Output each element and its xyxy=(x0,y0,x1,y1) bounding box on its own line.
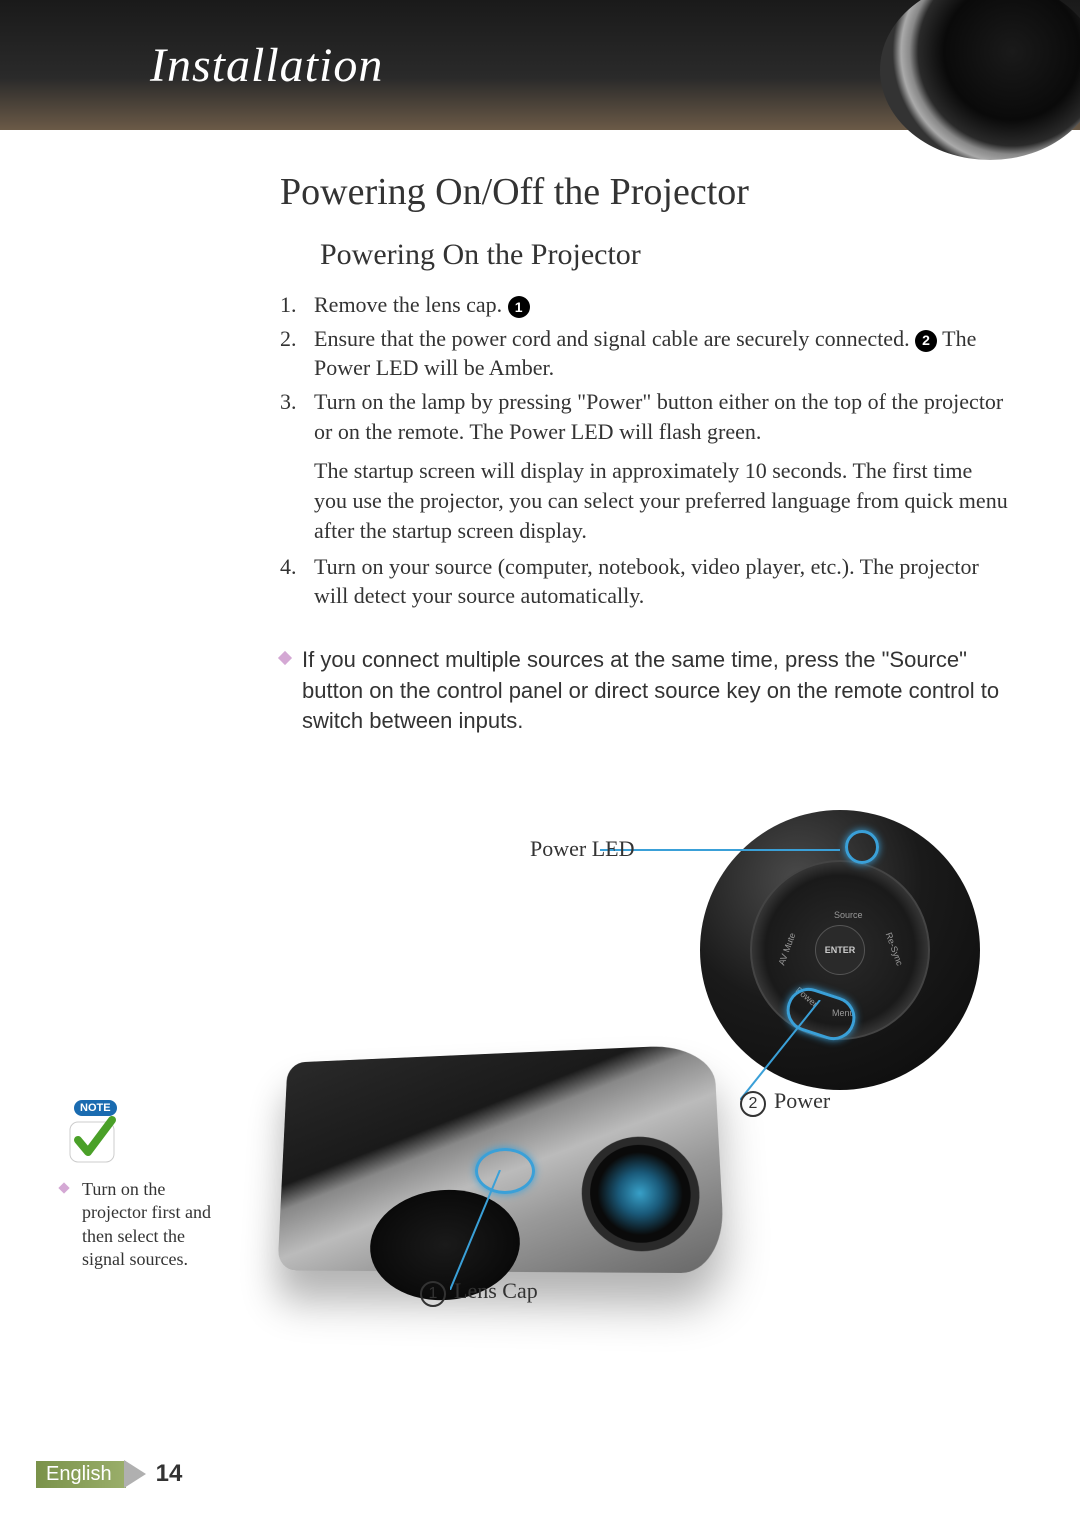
step-item: Turn on the lamp by pressing "Power" but… xyxy=(280,387,1010,545)
enter-button-icon: ENTER xyxy=(815,925,865,975)
step-item: Remove the lens cap. 1 xyxy=(280,290,1010,320)
step-text: Remove the lens cap. xyxy=(314,292,508,317)
callout-line-icon xyxy=(740,1000,880,1100)
callout-number-icon: 1 xyxy=(420,1281,446,1307)
callout-line-icon xyxy=(600,840,840,860)
lenscap-label: 1 Lens Cap xyxy=(420,1278,538,1307)
diamond-bullet-icon xyxy=(58,1182,69,1193)
header-band: Installation xyxy=(0,0,1080,130)
highlight-halo-icon xyxy=(845,830,879,864)
step-text: Turn on your source (computer, notebook,… xyxy=(314,554,979,609)
note-icon: NOTE xyxy=(60,1100,130,1170)
step-text: Turn on the lamp by pressing "Power" but… xyxy=(314,389,1003,444)
steps-list: Remove the lens cap. 1 Ensure that the p… xyxy=(280,290,1010,611)
tip-text: If you connect multiple sources at the s… xyxy=(302,645,1010,737)
diagram-area: ENTER Source AV Mute Re-Sync Menu Power … xyxy=(0,800,1080,1360)
projector-lens xyxy=(581,1135,703,1251)
step-item: Turn on your source (computer, notebook,… xyxy=(280,552,1010,611)
note-box: NOTE Turn on the projector first and the… xyxy=(60,1100,230,1272)
step-continuation: The startup screen will display in appro… xyxy=(314,456,1010,545)
panel-label: Re-Sync xyxy=(884,931,905,967)
callout-text: Power xyxy=(774,1088,830,1113)
note-text: Turn on the projector first and then sel… xyxy=(82,1178,230,1272)
circled-marker-icon: 1 xyxy=(508,296,530,318)
circled-marker-icon: 2 xyxy=(915,330,937,352)
tip-block: If you connect multiple sources at the s… xyxy=(280,645,1010,737)
main-content: Powering On/Off the Projector Powering O… xyxy=(0,130,1080,737)
subsection-title: Powering On the Projector xyxy=(320,238,1010,272)
checkmark-icon xyxy=(68,1114,118,1164)
footer: English 14 xyxy=(36,1460,182,1488)
footer-language: English xyxy=(36,1461,126,1488)
power-label: 2 Power xyxy=(740,1088,830,1117)
step-item: Ensure that the power cord and signal ca… xyxy=(280,324,1010,383)
panel-label: AV Mute xyxy=(776,931,797,966)
power-led-label: Power LED xyxy=(530,836,634,862)
callout-number-icon: 2 xyxy=(740,1091,766,1117)
panel-label: Source xyxy=(834,910,863,920)
callout-text: Lens Cap xyxy=(454,1278,538,1303)
step-text: Ensure that the power cord and signal ca… xyxy=(314,326,915,351)
section-title: Powering On/Off the Projector xyxy=(280,170,1010,214)
page-number: 14 xyxy=(156,1460,183,1488)
diamond-bullet-icon xyxy=(278,651,292,665)
header-title: Installation xyxy=(150,38,383,93)
note-text-block: Turn on the projector first and then sel… xyxy=(60,1178,230,1272)
callout-line-icon xyxy=(450,1170,510,1290)
footer-arrow-icon xyxy=(124,1460,146,1488)
